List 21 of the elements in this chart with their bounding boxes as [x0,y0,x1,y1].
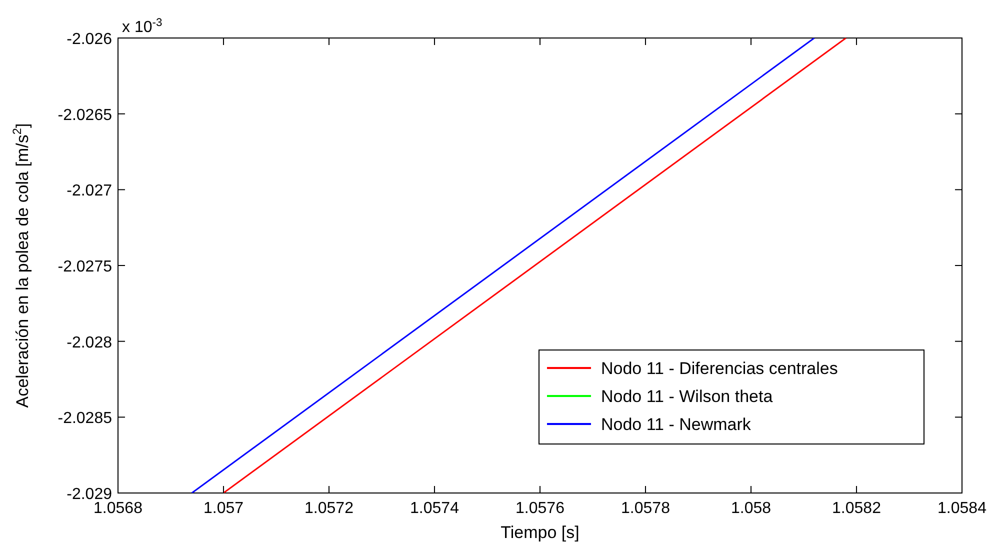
x-tick-label: 1.058 [730,500,772,517]
y-tick-label: -2.027 [66,182,112,200]
text: x 10$^{-3}$ [122,17,162,36]
x-axis-title: Tiempo [s] [500,523,580,542]
y-tick-label: -2.0275 [58,258,112,276]
x-tick-label: 1.057 [203,500,244,517]
y-tick-label: -2.0285 [58,410,112,428]
x-tick-label: 1.0572 [304,500,354,517]
x-tick-label: 1.0574 [410,500,460,517]
y-tick-label: -2.028 [66,334,112,352]
y-tick-label: -2.0265 [58,106,112,124]
y-tick-label: -2.029 [66,486,112,503]
x-tick-label: 1.0578 [621,500,670,517]
legend-label: Nodo 11 - Diferencias centrales [601,359,838,378]
x-tick-label: 1.0584 [938,500,987,517]
x-tick-label: 1.0576 [516,500,565,517]
y-tick-label: -2.026 [66,31,112,48]
x-tick-label: 1.0582 [832,500,882,517]
legend-label: Nodo 11 - Newmark [601,415,752,434]
x-tick-label: 1.0568 [94,500,143,517]
legend-label: Nodo 11 - Wilson theta [601,387,774,406]
